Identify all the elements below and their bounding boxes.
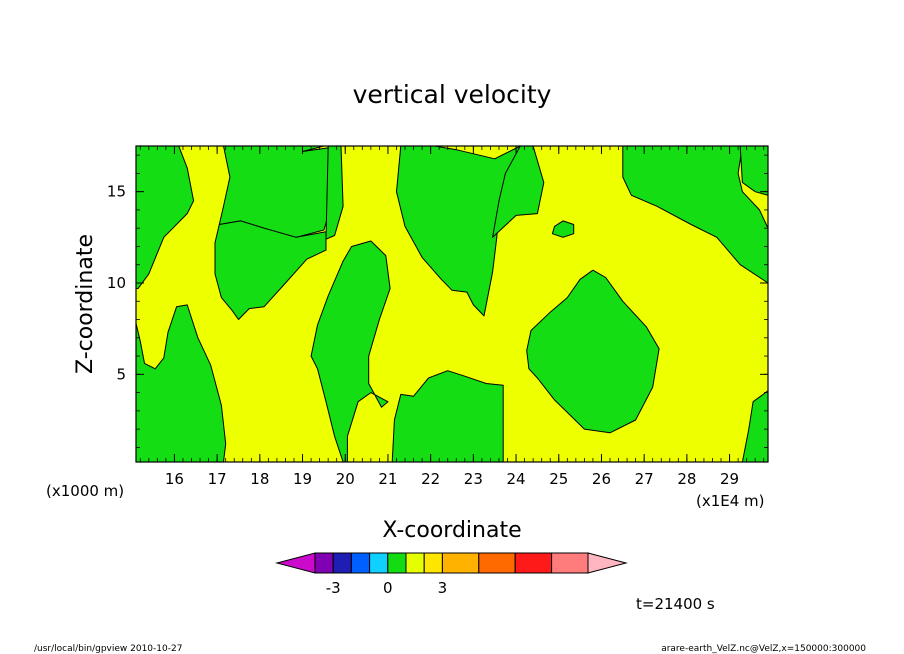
x-tick-label: 26 <box>592 470 611 488</box>
plot-frame <box>135 145 769 463</box>
footer-right: arare-earth_VelZ.nc@VelZ,x=150000:300000 <box>661 644 866 654</box>
x-tick-label: 28 <box>677 470 696 488</box>
y-tick-label: 5 <box>116 365 126 383</box>
x-unit-right: (x1E4 m) <box>696 492 765 510</box>
negative-region-r5 <box>310 240 391 462</box>
negative-region-r6 <box>396 146 521 317</box>
colorbar: -3 0 3 <box>275 552 628 597</box>
negative-region-r1 <box>136 146 195 289</box>
x-axis-label: X-coordinate <box>382 518 521 543</box>
colorbar-tick-label: 3 <box>438 579 448 597</box>
colorbar-segment <box>441 552 480 574</box>
colorbar-segment <box>369 552 389 574</box>
x-tick-label: 17 <box>208 470 227 488</box>
negative-region-r10b <box>739 146 768 196</box>
y-tick-label: 15 <box>107 183 126 201</box>
x-tick-label: 27 <box>635 470 654 488</box>
y-axis-label: Z-coordinate <box>73 234 98 374</box>
colorbar-segment <box>332 552 352 574</box>
x-tick-label: 16 <box>165 470 184 488</box>
colorbar-segment <box>514 552 553 574</box>
x-tick-label: 19 <box>293 470 312 488</box>
negative-region-r6b <box>492 146 545 238</box>
colorbar-segment <box>551 552 589 574</box>
x-axis-ticks: 16 17 18 19 20 21 22 23 24 25 26 27 28 29 <box>139 146 765 488</box>
negative-region-r11 <box>741 390 768 462</box>
colorbar-segment <box>405 552 425 574</box>
x-tick-label: 25 <box>549 470 568 488</box>
footer-left: /usr/local/bin/gpview 2010-10-27 <box>34 644 182 654</box>
negative-region-r3b <box>214 220 327 320</box>
colorbar-tick-label: -3 <box>326 579 341 597</box>
x-tick-label: 24 <box>507 470 526 488</box>
x-tick-label: 29 <box>720 470 739 488</box>
colorbar-segment <box>423 552 443 574</box>
colorbar-tick-label: 0 <box>383 579 393 597</box>
x-unit-left: (x1000 m) <box>46 482 124 500</box>
colorbar-segment <box>478 552 516 574</box>
negative-region-r7 <box>391 370 504 462</box>
y-axis-ticks: 5 10 15 <box>107 154 768 448</box>
time-label: t=21400 s <box>636 595 715 613</box>
colorbar-segment <box>314 552 334 574</box>
colorbar-segment <box>387 552 407 574</box>
colorbar-low-tip <box>275 552 316 574</box>
colorbar-segment <box>350 552 371 574</box>
negative-region-r4 <box>325 146 344 240</box>
negative-region-r8 <box>551 220 575 238</box>
x-tick-label: 18 <box>250 470 269 488</box>
plot-area <box>135 145 769 463</box>
negative-region-r10 <box>598 146 768 284</box>
negative-region-r2 <box>136 304 227 462</box>
x-tick-label: 21 <box>378 470 397 488</box>
x-tick-label: 23 <box>464 470 483 488</box>
x-tick-label: 22 <box>421 470 440 488</box>
colorbar-high-tip <box>587 552 628 574</box>
negative-region-r9 <box>526 269 660 434</box>
y-tick-label: 10 <box>107 274 126 292</box>
x-tick-label: 20 <box>336 470 355 488</box>
chart-title: vertical velocity <box>353 80 552 109</box>
